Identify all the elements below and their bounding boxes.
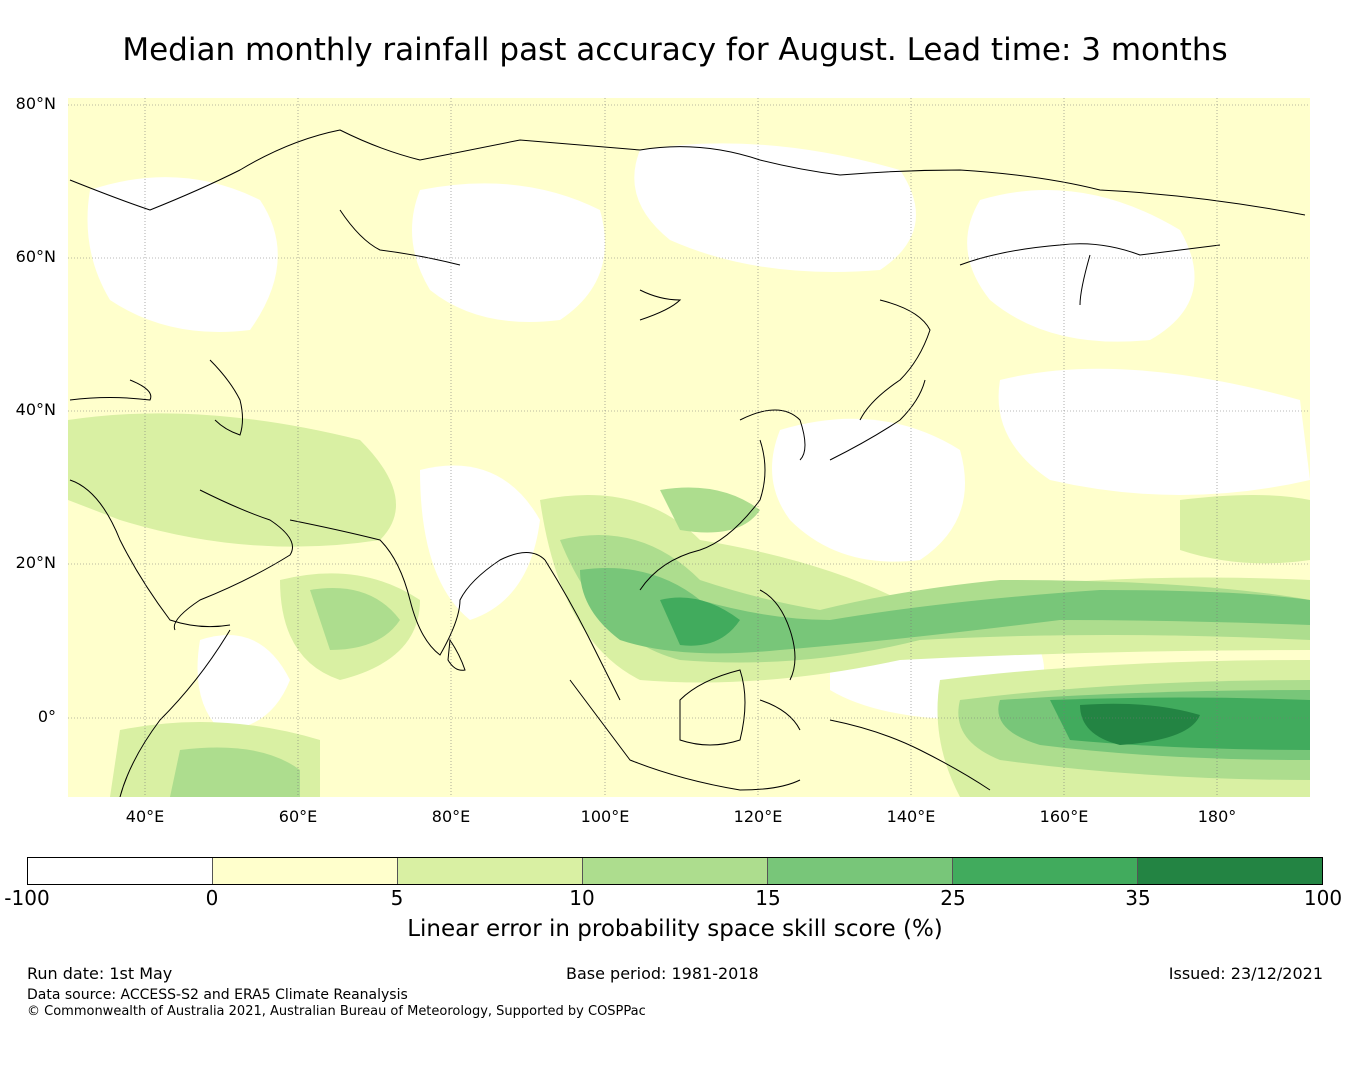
colorbar-tick: 35 [1125,886,1151,910]
colorbar-tick: 5 [390,886,404,910]
colorbar-title: Linear error in probability space skill … [407,916,943,942]
lat-label: 40°N [15,400,56,419]
lon-label: 180° [1197,807,1237,826]
lat-label: 60°N [15,247,56,266]
region-skill-5-10 [1180,495,1310,564]
lat-label: 0° [37,707,56,726]
gridlines [68,98,1310,797]
colorbar-segment [768,858,953,884]
region-negative [634,143,916,272]
coastlines [69,129,1306,797]
colorbar-tick: 15 [755,886,781,910]
colorbar-segment [28,858,213,884]
base-period: Base period: 1981-2018 [566,964,759,983]
lat-label: 20°N [15,553,56,572]
lon-label: 160°E [1039,807,1089,826]
run-date: Run date: 1st May [27,964,173,983]
region-negative [772,418,965,562]
region-negative [412,183,605,322]
lon-label: 120°E [733,807,783,826]
region-skill-10-15 [660,487,760,533]
lon-label: 60°E [278,807,318,826]
colorbar-tick: 100 [1303,886,1343,910]
colorbar-tick: 10 [569,886,595,910]
colorbar-segment [398,858,583,884]
region-negative [197,635,290,730]
copyright: © Commonwealth of Australia 2021, Austra… [27,1004,646,1019]
issued-date: Issued: 23/12/2021 [1168,964,1323,983]
region-negative [998,368,1310,495]
lon-label: 40°E [125,807,165,826]
colorbar-segment [1138,858,1322,884]
lon-label: 80°E [431,807,471,826]
region-negative [87,177,278,332]
lon-label: 100°E [580,807,630,826]
region-skill-35-100 [1080,703,1200,745]
region-negative [967,190,1195,342]
region-skill-5-10 [68,413,396,547]
colorbar-segment [583,858,768,884]
lat-label: 80°N [15,94,56,113]
skill-field [68,98,1310,797]
colorbar-tick: -100 [4,886,50,910]
lon-label: 140°E [886,807,936,826]
region-skill-10-15 [310,588,400,650]
data-source: Data source: ACCESS-S2 and ERA5 Climate … [27,987,408,1003]
colorbar-segment [213,858,398,884]
chart-title: Median monthly rainfall past accuracy fo… [122,32,1228,68]
region-skill-10-15 [170,747,300,797]
colorbar [27,857,1323,885]
colorbar-tick: 25 [940,886,966,910]
colorbar-segment [953,858,1138,884]
region-negative [420,465,540,620]
region-skill-15-25 [580,568,1310,654]
region-skill-25-35 [660,597,740,646]
colorbar-tick: 0 [205,886,219,910]
